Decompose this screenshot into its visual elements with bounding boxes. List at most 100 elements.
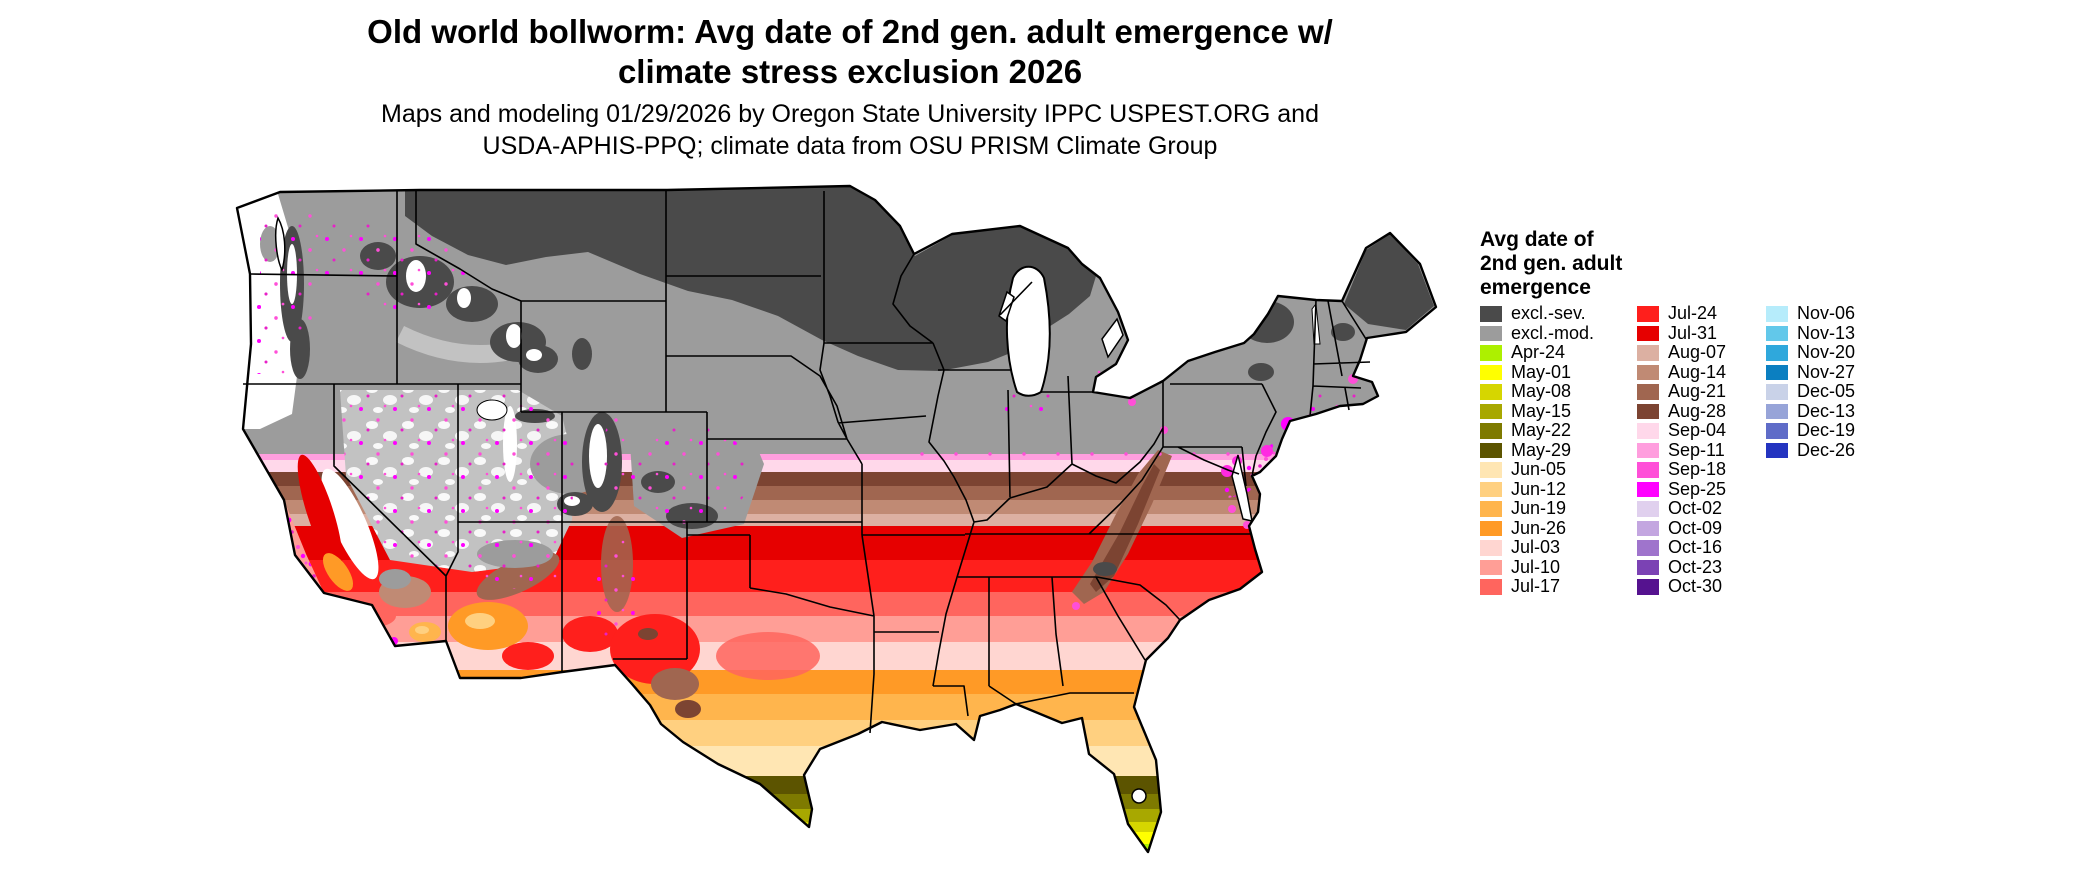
us-outline bbox=[235, 184, 1438, 854]
legend-item: excl.-mod. bbox=[1480, 322, 1595, 344]
legend-label: Jul-03 bbox=[1511, 537, 1561, 557]
legend-item: Jul-10 bbox=[1480, 557, 1594, 578]
legend-item: Oct-30 bbox=[1637, 576, 1726, 597]
legend-swatch bbox=[1480, 579, 1502, 595]
legend-swatch bbox=[1637, 501, 1659, 517]
legend-item: Nov-20 bbox=[1766, 342, 1856, 363]
legend-swatch bbox=[1637, 345, 1659, 361]
legend-title-line-1: Avg date of bbox=[1480, 228, 1594, 251]
legend-label: Oct-09 bbox=[1668, 517, 1723, 538]
legend-label: Jun-26 bbox=[1511, 517, 1567, 538]
legend-swatch bbox=[1637, 481, 1659, 497]
us-choropleth-map bbox=[235, 184, 1438, 854]
legend-label: Jul-17 bbox=[1511, 576, 1561, 596]
legend-item: Jul-24 bbox=[1637, 303, 1726, 324]
legend-item: Oct-02 bbox=[1637, 498, 1726, 519]
map-title: Old world bollworm: Avg date of 2nd gen.… bbox=[0, 12, 1700, 92]
legend-label: Sep-11 bbox=[1668, 439, 1725, 460]
legend-label: Jun-05 bbox=[1511, 459, 1567, 479]
legend-column-1: excl.-sev. excl.-mod. Apr-24 May-01 May-… bbox=[1480, 303, 1595, 597]
legend-label: Jun-19 bbox=[1511, 498, 1567, 518]
legend-label: Nov-06 bbox=[1797, 303, 1856, 323]
legend-item: Oct-23 bbox=[1637, 556, 1726, 578]
legend-item: May-15 bbox=[1480, 401, 1594, 422]
legend-swatch bbox=[1480, 442, 1502, 458]
legend-item: Jun-12 bbox=[1480, 479, 1594, 500]
legend-swatch bbox=[1480, 306, 1502, 322]
legend-label: Sep-25 bbox=[1668, 478, 1727, 499]
legend-item: May-22 bbox=[1480, 420, 1594, 441]
legend-swatch bbox=[1637, 442, 1659, 458]
legend-swatch bbox=[1480, 384, 1502, 400]
legend-item: Sep-25 bbox=[1637, 478, 1727, 500]
legend-item: Aug-21 bbox=[1637, 381, 1727, 402]
late-emergence-speckles bbox=[237, 208, 1365, 644]
legend-label: Aug-21 bbox=[1668, 381, 1727, 401]
legend-swatch bbox=[1480, 423, 1502, 439]
legend-item: May-08 bbox=[1480, 381, 1594, 402]
legend-label: Aug-14 bbox=[1668, 361, 1727, 382]
legend-swatch bbox=[1637, 325, 1659, 341]
legend-label: Nov-20 bbox=[1797, 342, 1856, 362]
legend-swatch bbox=[1766, 423, 1788, 439]
legend-item: Nov-27 bbox=[1766, 362, 1855, 383]
legend-swatch bbox=[1480, 540, 1502, 556]
title-line-1: Old world bollworm: Avg date of 2nd gen.… bbox=[367, 13, 1333, 50]
legend-item: Nov-06 bbox=[1766, 303, 1856, 324]
legend-swatch bbox=[1637, 559, 1659, 575]
legend-item: Aug-07 bbox=[1637, 342, 1727, 363]
legend-label: May-08 bbox=[1511, 381, 1572, 401]
legend-title-line-3: emergence bbox=[1480, 276, 1591, 299]
legend-column-3: Nov-06 Nov-13 Nov-20 Nov-27 Dec-05 Dec-1… bbox=[1766, 303, 1856, 461]
us-map-figure bbox=[220, 163, 1446, 880]
legend-label: Nov-13 bbox=[1797, 322, 1856, 343]
appalachian-region bbox=[1072, 450, 1172, 604]
legend-item: Jul-31 bbox=[1637, 322, 1726, 344]
legend-swatch bbox=[1480, 325, 1502, 341]
legend-swatch bbox=[1637, 579, 1659, 595]
legend-swatch bbox=[1766, 403, 1788, 419]
legend-swatch bbox=[1766, 364, 1788, 380]
legend-item: Jun-26 bbox=[1480, 517, 1594, 539]
legend-swatch bbox=[1637, 384, 1659, 400]
legend-item: Aug-28 bbox=[1637, 400, 1727, 422]
legend-label: Jul-31 bbox=[1668, 322, 1718, 343]
legend-item: Sep-04 bbox=[1637, 420, 1727, 441]
legend-item: Apr-24 bbox=[1480, 342, 1594, 363]
legend-swatch bbox=[1480, 520, 1502, 536]
legend-swatch bbox=[1637, 364, 1659, 380]
legend-swatch bbox=[1766, 325, 1788, 341]
legend-swatch bbox=[1480, 403, 1502, 419]
legend-label: Oct-23 bbox=[1668, 556, 1723, 577]
legend-swatch bbox=[1637, 423, 1659, 439]
legend-label: Oct-16 bbox=[1668, 537, 1723, 557]
legend-item: Sep-11 bbox=[1637, 439, 1726, 461]
legend-label: Sep-04 bbox=[1668, 420, 1727, 440]
legend-label: Dec-19 bbox=[1797, 420, 1856, 440]
legend-item: Dec-26 bbox=[1766, 440, 1855, 461]
legend-label: Dec-05 bbox=[1797, 381, 1856, 401]
legend-item: Nov-13 bbox=[1766, 322, 1856, 344]
legend-label: Oct-02 bbox=[1668, 498, 1723, 518]
map-subtitle: Maps and modeling 01/29/2026 by Oregon S… bbox=[0, 98, 1700, 162]
legend-label: Aug-28 bbox=[1668, 400, 1727, 421]
legend-label: Jul-24 bbox=[1668, 303, 1718, 323]
legend-swatch bbox=[1637, 540, 1659, 556]
legend-swatch bbox=[1480, 501, 1502, 517]
legend-swatch bbox=[1766, 384, 1788, 400]
legend-column-2: Jul-24 Jul-31 Aug-07 Aug-14 Aug-21 Aug-2… bbox=[1637, 303, 1727, 597]
legend-title-line-2: 2nd gen. adult bbox=[1480, 252, 1623, 275]
legend-label: Oct-30 bbox=[1668, 576, 1723, 596]
legend-swatch bbox=[1480, 364, 1502, 380]
legend-swatch bbox=[1637, 520, 1659, 536]
legend-label: excl.-mod. bbox=[1511, 322, 1595, 343]
legend-label: Aug-07 bbox=[1668, 342, 1727, 362]
legend-item: Dec-19 bbox=[1766, 420, 1856, 441]
legend-item: Oct-16 bbox=[1637, 537, 1726, 558]
legend-item: May-01 bbox=[1480, 362, 1594, 383]
legend-item: Dec-13 bbox=[1766, 401, 1855, 422]
legend-label: May-22 bbox=[1511, 420, 1572, 440]
legend-item: excl.-sev. bbox=[1480, 303, 1594, 324]
subtitle-line-1: Maps and modeling 01/29/2026 by Oregon S… bbox=[381, 100, 1319, 128]
